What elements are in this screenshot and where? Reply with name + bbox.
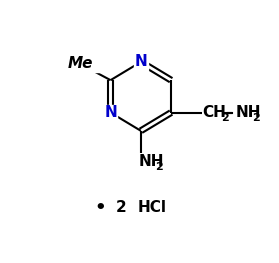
- Polygon shape: [104, 105, 117, 120]
- Text: 2: 2: [116, 200, 127, 215]
- Text: 2: 2: [221, 113, 229, 123]
- Text: NH: NH: [236, 105, 261, 120]
- Text: •: •: [94, 199, 105, 217]
- Text: CH: CH: [203, 105, 226, 120]
- Polygon shape: [134, 54, 148, 70]
- Text: 2: 2: [252, 113, 260, 123]
- Text: N: N: [134, 54, 147, 69]
- Text: Me: Me: [68, 57, 93, 72]
- Text: NH: NH: [139, 154, 164, 169]
- Text: HCl: HCl: [137, 200, 166, 215]
- Polygon shape: [76, 56, 100, 72]
- Text: 2: 2: [155, 162, 163, 172]
- Text: N: N: [104, 105, 117, 120]
